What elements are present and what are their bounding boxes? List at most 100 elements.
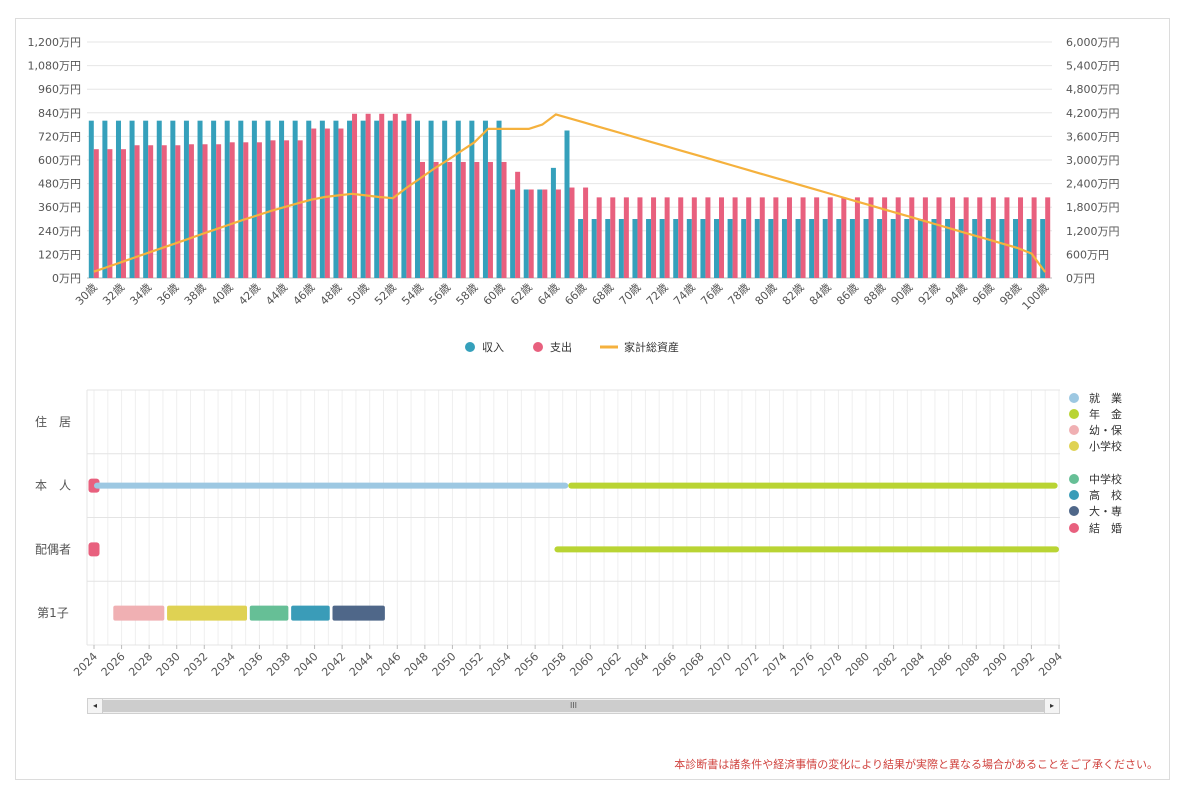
expense-bar[interactable]	[868, 197, 874, 278]
timeline-segment[interactable]	[113, 605, 165, 621]
timeline-segment[interactable]	[291, 605, 330, 621]
expense-bar[interactable]	[134, 145, 140, 278]
expense-bar[interactable]	[623, 197, 629, 278]
legend-marker[interactable]	[1069, 506, 1079, 516]
legend-label[interactable]: 収入	[482, 341, 504, 354]
expense-bar[interactable]	[909, 197, 915, 278]
expense-bar[interactable]	[569, 187, 575, 278]
expense-bar[interactable]	[501, 161, 507, 278]
legend-marker[interactable]	[465, 342, 475, 352]
expense-bar[interactable]	[691, 197, 697, 278]
timeline-segment[interactable]	[249, 605, 289, 621]
income-bar[interactable]	[523, 189, 529, 279]
expense-bar[interactable]	[555, 189, 561, 279]
income-bar[interactable]	[795, 219, 801, 278]
expense-bar[interactable]	[922, 197, 928, 278]
income-bar[interactable]	[360, 120, 366, 279]
income-bar[interactable]	[224, 120, 230, 279]
income-bar[interactable]	[917, 219, 923, 278]
income-bar[interactable]	[700, 219, 706, 278]
expense-bar[interactable]	[338, 128, 344, 278]
timeline-segment[interactable]	[568, 482, 1058, 489]
timeline-segment[interactable]	[94, 482, 569, 489]
income-bar[interactable]	[958, 219, 964, 278]
legend-marker[interactable]	[1069, 523, 1079, 533]
expense-bar[interactable]	[705, 197, 711, 278]
timeline-scrollbar[interactable]: ◂ III ▸	[87, 698, 1060, 714]
legend-label[interactable]: 結 婚	[1089, 521, 1122, 535]
expense-bar[interactable]	[229, 142, 235, 278]
legend-label[interactable]: 小学校	[1089, 439, 1122, 453]
expense-bar[interactable]	[379, 113, 385, 279]
income-bar[interactable]	[442, 120, 448, 279]
income-bar[interactable]	[401, 120, 407, 279]
expense-bar[interactable]	[990, 197, 996, 278]
legend-marker[interactable]	[1069, 441, 1079, 451]
legend-marker[interactable]	[533, 342, 543, 352]
legend-label[interactable]: 大・専	[1089, 504, 1122, 518]
expense-bar[interactable]	[188, 144, 194, 278]
expense-bar[interactable]	[882, 197, 888, 278]
expense-bar[interactable]	[216, 144, 222, 278]
income-bar[interactable]	[496, 120, 502, 279]
expense-bar[interactable]	[93, 149, 99, 278]
legend-marker[interactable]	[1069, 474, 1079, 484]
expense-bar[interactable]	[664, 197, 670, 278]
income-bar[interactable]	[849, 219, 855, 278]
expense-bar[interactable]	[1031, 197, 1037, 278]
expense-bar[interactable]	[419, 161, 425, 278]
income-bar[interactable]	[931, 219, 937, 278]
income-bar[interactable]	[890, 219, 896, 278]
expense-bar[interactable]	[895, 197, 901, 278]
legend-marker[interactable]	[1069, 425, 1079, 435]
income-bar[interactable]	[238, 120, 244, 279]
expense-bar[interactable]	[854, 197, 860, 278]
income-bar[interactable]	[714, 219, 720, 278]
income-bar[interactable]	[578, 219, 584, 278]
income-bar[interactable]	[863, 219, 869, 278]
expense-bar[interactable]	[678, 197, 684, 278]
income-bar[interactable]	[88, 120, 94, 279]
expense-bar[interactable]	[148, 145, 154, 278]
income-bar[interactable]	[754, 219, 760, 278]
income-bar[interactable]	[265, 120, 271, 279]
income-bar[interactable]	[428, 120, 434, 279]
income-bar[interactable]	[999, 219, 1005, 278]
income-bar[interactable]	[781, 219, 787, 278]
legend-label[interactable]: 年 金	[1089, 407, 1122, 421]
timeline-segment[interactable]	[167, 605, 248, 621]
income-bar[interactable]	[102, 120, 108, 279]
income-bar[interactable]	[482, 120, 488, 279]
legend-marker[interactable]	[1069, 409, 1079, 419]
expense-bar[interactable]	[256, 142, 262, 278]
expense-bar[interactable]	[732, 197, 738, 278]
expense-bar[interactable]	[243, 142, 249, 278]
expense-bar[interactable]	[596, 197, 602, 278]
expense-bar[interactable]	[487, 161, 493, 278]
expense-bar[interactable]	[447, 161, 453, 278]
expense-bar[interactable]	[800, 197, 806, 278]
income-bar[interactable]	[387, 120, 393, 279]
income-bar[interactable]	[686, 219, 692, 278]
expense-bar[interactable]	[284, 140, 290, 278]
legend-label[interactable]: 支出	[550, 340, 572, 354]
expense-bar[interactable]	[746, 197, 752, 278]
income-bar[interactable]	[414, 120, 420, 279]
expense-bar[interactable]	[759, 197, 765, 278]
expense-bar[interactable]	[107, 149, 113, 278]
expense-bar[interactable]	[406, 113, 412, 279]
income-bar[interactable]	[333, 120, 339, 279]
expense-bar[interactable]	[161, 145, 167, 278]
income-bar[interactable]	[469, 120, 475, 279]
income-bar[interactable]	[251, 120, 257, 279]
expense-bar[interactable]	[637, 197, 643, 278]
income-bar[interactable]	[279, 120, 285, 279]
expense-bar[interactable]	[460, 161, 466, 278]
income-bar[interactable]	[809, 219, 815, 278]
income-bar[interactable]	[591, 219, 597, 278]
expense-bar[interactable]	[202, 144, 208, 278]
scroll-left-arrow[interactable]: ◂	[88, 699, 103, 713]
expense-bar[interactable]	[719, 197, 725, 278]
expense-bar[interactable]	[311, 128, 317, 278]
expense-bar[interactable]	[583, 187, 589, 278]
